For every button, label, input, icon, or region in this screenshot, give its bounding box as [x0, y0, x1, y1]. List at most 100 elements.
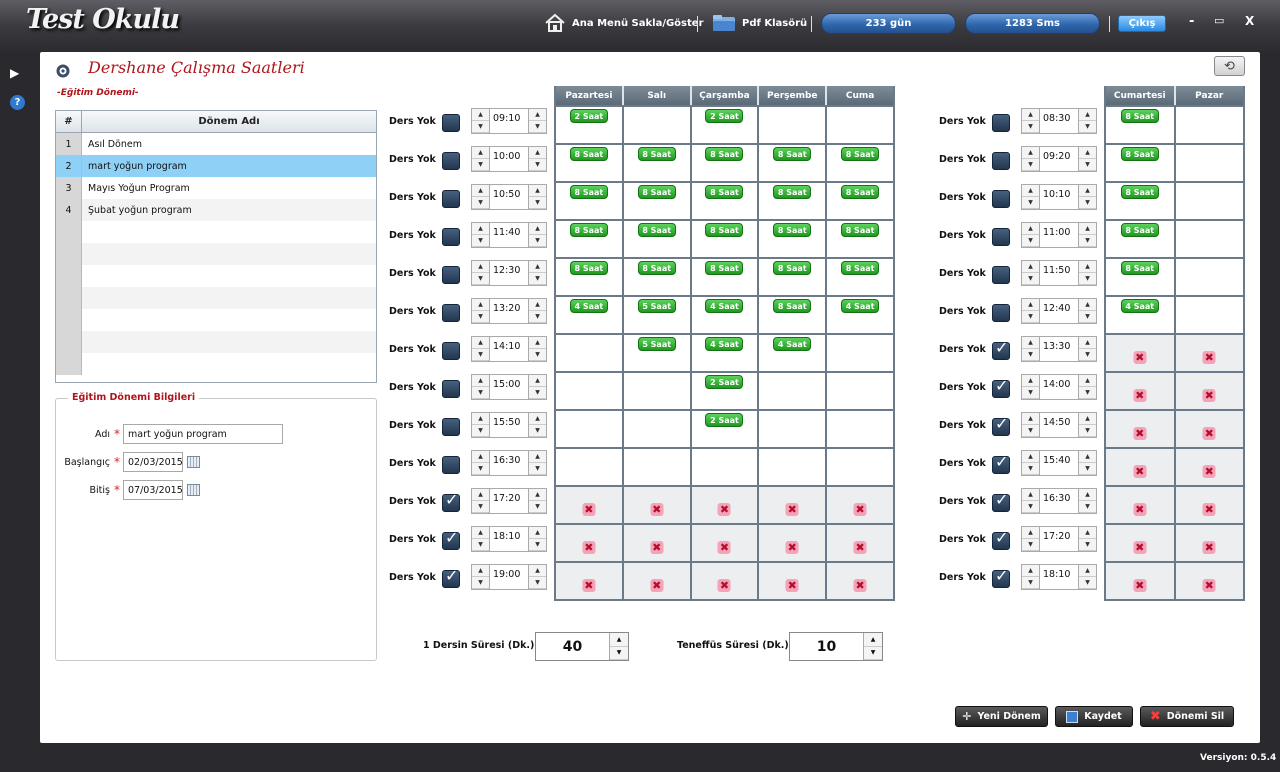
- decrement-button[interactable]: ▼: [1022, 273, 1039, 285]
- decrement-button[interactable]: ▼: [1022, 159, 1039, 171]
- time-value[interactable]: 15:00: [493, 379, 521, 390]
- grid-cell[interactable]: 4 Saat: [827, 295, 893, 333]
- delete-period-button[interactable]: ✖ Dönemi Sil: [1140, 706, 1234, 727]
- increment-button[interactable]: ▲: [529, 147, 546, 159]
- increment-button[interactable]: ▲: [472, 147, 489, 159]
- time-value[interactable]: 09:20: [1043, 151, 1071, 162]
- increment-button[interactable]: ▲: [1079, 147, 1096, 159]
- grid-cell[interactable]: [623, 409, 692, 447]
- grid-cell[interactable]: ✖: [827, 523, 893, 561]
- decrement-button[interactable]: ▼: [1079, 501, 1096, 513]
- decrement-button[interactable]: ▼: [1022, 387, 1039, 399]
- grid-cell[interactable]: ✖: [1175, 523, 1243, 561]
- pdf-folder-button[interactable]: Pdf Klasörü: [712, 10, 807, 36]
- grid-cell[interactable]: 8 Saat: [623, 181, 692, 219]
- decrement-button[interactable]: ▼: [529, 197, 546, 209]
- increment-button[interactable]: ▲: [1022, 451, 1039, 463]
- grid-cell[interactable]: 8 Saat: [623, 257, 692, 295]
- time-stepper[interactable]: ▲ ▼ 13:20 ▲ ▼: [471, 298, 547, 324]
- table-row[interactable]: 2 mart yoğun program: [56, 155, 376, 177]
- calendar-icon[interactable]: [187, 484, 200, 496]
- time-stepper[interactable]: ▲ ▼ 09:10 ▲ ▼: [471, 108, 547, 134]
- no-lesson-checkbox[interactable]: ✓: [992, 378, 1010, 398]
- no-lesson-checkbox[interactable]: ✓: [992, 416, 1010, 436]
- lesson-duration-stepper[interactable]: 40 ▲ ▼: [535, 632, 629, 661]
- grid-cell[interactable]: [556, 371, 624, 409]
- grid-cell[interactable]: 8 Saat: [759, 143, 828, 181]
- increment-button[interactable]: ▲: [529, 565, 546, 577]
- grid-cell[interactable]: ✖: [1106, 409, 1176, 447]
- grid-cell[interactable]: 5 Saat: [623, 295, 692, 333]
- decrement-button[interactable]: ▼: [1079, 387, 1096, 399]
- grid-cell[interactable]: 8 Saat: [691, 181, 760, 219]
- decrement-button[interactable]: ▼: [1022, 349, 1039, 361]
- grid-cell[interactable]: [759, 105, 828, 143]
- help-icon[interactable]: ?: [10, 95, 25, 110]
- decrement-button[interactable]: ▼: [610, 646, 628, 660]
- no-lesson-checkbox[interactable]: [442, 418, 460, 436]
- increment-button[interactable]: ▲: [1079, 565, 1096, 577]
- decrement-button[interactable]: ▼: [529, 577, 546, 589]
- grid-cell[interactable]: 8 Saat: [827, 257, 893, 295]
- increment-button[interactable]: ▲: [472, 223, 489, 235]
- grid-cell[interactable]: ✖: [1106, 333, 1176, 371]
- grid-cell[interactable]: 8 Saat: [1106, 181, 1176, 219]
- grid-cell[interactable]: 8 Saat: [759, 219, 828, 257]
- decrement-button[interactable]: ▼: [529, 159, 546, 171]
- grid-cell[interactable]: ✖: [556, 561, 624, 599]
- start-date-field[interactable]: 02/03/2015: [123, 452, 183, 472]
- increment-button[interactable]: ▲: [529, 223, 546, 235]
- increment-button[interactable]: ▲: [1022, 109, 1039, 121]
- time-value[interactable]: 10:50: [493, 189, 521, 200]
- no-lesson-checkbox[interactable]: ✓: [992, 454, 1010, 474]
- time-stepper[interactable]: ▲ ▼ 10:10 ▲ ▼: [1021, 184, 1097, 210]
- decrement-button[interactable]: ▼: [472, 501, 489, 513]
- no-lesson-checkbox[interactable]: [442, 456, 460, 474]
- decrement-button[interactable]: ▼: [1079, 197, 1096, 209]
- table-row[interactable]: 4 Şubat yoğun program: [56, 199, 376, 221]
- break-duration-value[interactable]: 10: [790, 633, 864, 660]
- decrement-button[interactable]: ▼: [472, 159, 489, 171]
- increment-button[interactable]: ▲: [472, 413, 489, 425]
- grid-cell[interactable]: 8 Saat: [827, 143, 893, 181]
- time-value[interactable]: 16:30: [1043, 493, 1071, 504]
- decrement-button[interactable]: ▼: [529, 463, 546, 475]
- decrement-button[interactable]: ▼: [1022, 577, 1039, 589]
- time-value[interactable]: 09:10: [493, 113, 521, 124]
- time-stepper[interactable]: ▲ ▼ 11:40 ▲ ▼: [471, 222, 547, 248]
- time-stepper[interactable]: ▲ ▼ 14:10 ▲ ▼: [471, 336, 547, 362]
- increment-button[interactable]: ▲: [1079, 109, 1096, 121]
- decrement-button[interactable]: ▼: [529, 425, 546, 437]
- increment-button[interactable]: ▲: [1079, 451, 1096, 463]
- no-lesson-checkbox[interactable]: ✓: [992, 568, 1010, 588]
- time-value[interactable]: 12:40: [1043, 303, 1071, 314]
- decrement-button[interactable]: ▼: [472, 197, 489, 209]
- decrement-button[interactable]: ▼: [1022, 463, 1039, 475]
- no-lesson-checkbox[interactable]: [442, 152, 460, 170]
- increment-button[interactable]: ▲: [1022, 527, 1039, 539]
- time-stepper[interactable]: ▲ ▼ 12:30 ▲ ▼: [471, 260, 547, 286]
- time-stepper[interactable]: ▲ ▼ 08:30 ▲ ▼: [1021, 108, 1097, 134]
- break-duration-stepper[interactable]: 10 ▲ ▼: [789, 632, 883, 661]
- time-value[interactable]: 10:10: [1043, 189, 1071, 200]
- grid-cell[interactable]: [556, 409, 624, 447]
- grid-cell[interactable]: 2 Saat: [691, 105, 760, 143]
- grid-cell[interactable]: 8 Saat: [759, 181, 828, 219]
- time-value[interactable]: 14:50: [1043, 417, 1071, 428]
- close-button[interactable]: X: [1245, 14, 1255, 28]
- decrement-button[interactable]: ▼: [472, 349, 489, 361]
- increment-button[interactable]: ▲: [1079, 261, 1096, 273]
- time-stepper[interactable]: ▲ ▼ 11:50 ▲ ▼: [1021, 260, 1097, 286]
- grid-cell[interactable]: [1175, 143, 1243, 181]
- time-value[interactable]: 19:00: [493, 569, 521, 580]
- no-lesson-checkbox[interactable]: ✓: [442, 492, 460, 512]
- no-lesson-checkbox[interactable]: [992, 114, 1010, 132]
- increment-button[interactable]: ▲: [472, 261, 489, 273]
- increment-button[interactable]: ▲: [529, 299, 546, 311]
- increment-button[interactable]: ▲: [1079, 223, 1096, 235]
- decrement-button[interactable]: ▼: [1022, 311, 1039, 323]
- table-row[interactable]: 3 Mayıs Yoğun Program: [56, 177, 376, 199]
- increment-button[interactable]: ▲: [1022, 489, 1039, 501]
- time-value[interactable]: 13:20: [493, 303, 521, 314]
- grid-cell[interactable]: 8 Saat: [759, 295, 828, 333]
